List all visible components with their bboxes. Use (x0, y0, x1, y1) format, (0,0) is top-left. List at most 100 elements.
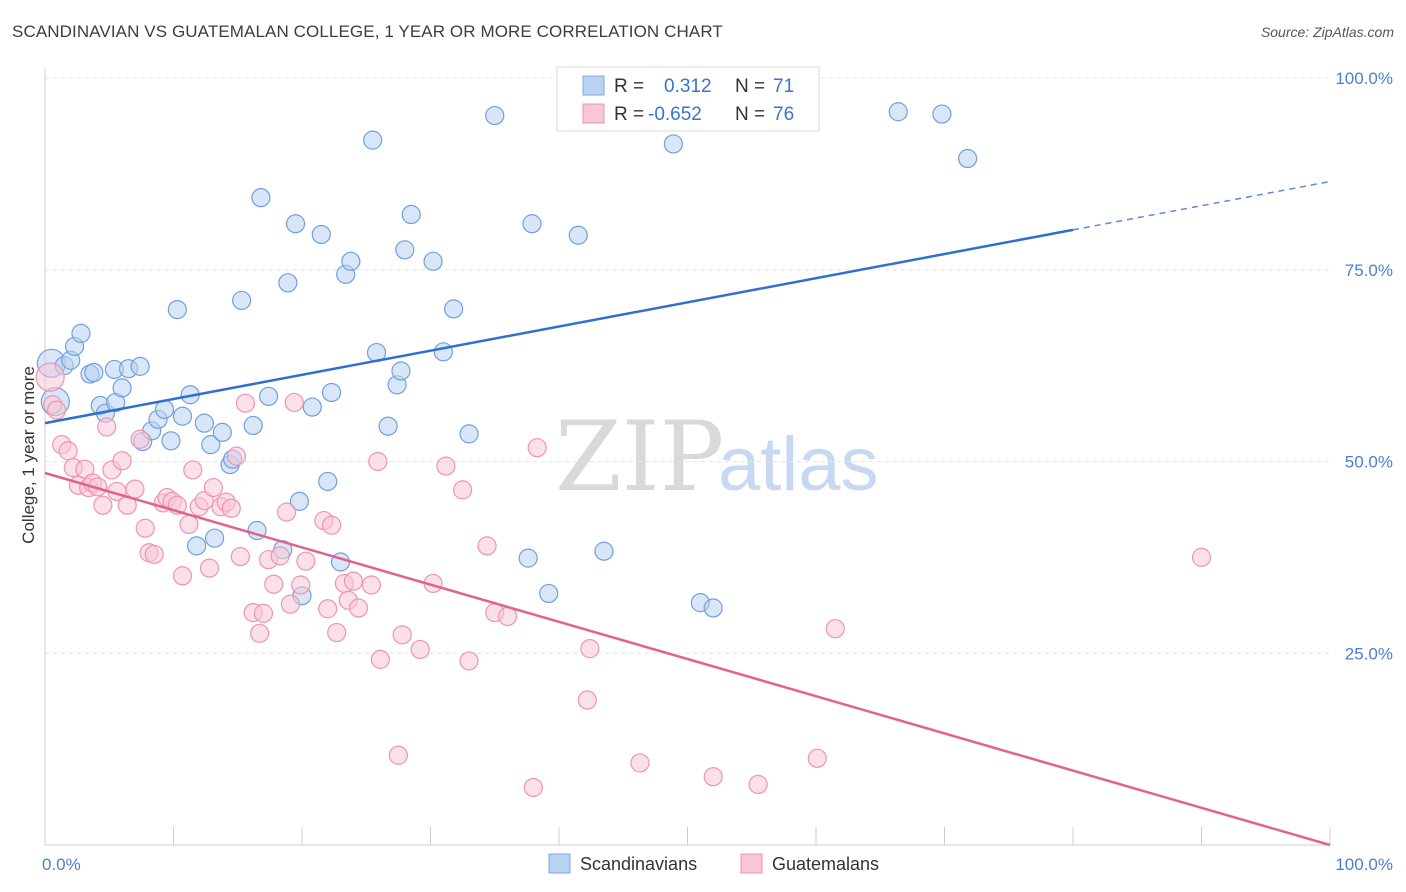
guatemalan-point-52 (321, 515, 342, 535)
guatemalan-point-62 (392, 625, 412, 645)
guatemalan-point-30 (194, 491, 214, 511)
legend-swatch-scandinavians (582, 75, 605, 96)
grid (45, 77, 1330, 654)
scandinavian-point-69 (932, 104, 952, 124)
guatemalan-point-75 (630, 753, 650, 773)
stats-legend: R = 0.312 N = 71 R = -0.652 N = 76 (556, 66, 820, 132)
y-tick-label-1: 75.0% (1345, 261, 1393, 280)
guatemalan-point-21 (144, 544, 164, 564)
guatemalan-point-18 (130, 429, 150, 449)
scandinavian-point-37 (285, 214, 306, 234)
chart-title: SCANDINAVIAN VS GUATEMALAN COLLEGE, 1 YE… (12, 22, 723, 41)
bottom-legend-guatemalans: Guatemalans (772, 854, 879, 874)
scandinavian-point-55 (433, 342, 453, 362)
scandinavian-point-62 (568, 225, 588, 245)
scandinavian-point-63 (594, 541, 614, 561)
legend-n-value-1: 71 (773, 76, 794, 97)
guatemalan-point-43 (264, 574, 284, 594)
bottom-swatch-scandinavians (548, 853, 571, 874)
scandinavian-point-19 (161, 431, 181, 451)
series-legend: Scandinavians Guatemalans (548, 853, 879, 874)
guatemalan-point-32 (203, 477, 223, 498)
scandinavian-point-67 (703, 598, 723, 618)
guatemalan-point-47 (284, 392, 304, 413)
watermark-zip: ZIP (555, 401, 724, 513)
scandinavian-point-26 (205, 528, 225, 548)
scandinavian-point-43 (321, 382, 342, 403)
scandinavian-point-24 (194, 413, 214, 433)
guatemalan-point-74 (580, 639, 600, 659)
guatemalan-point-37 (230, 547, 250, 567)
scandinavian-point-42 (318, 471, 338, 492)
scandinavian-point-33 (251, 188, 271, 208)
y-tick-label-3: 25.0% (1345, 644, 1393, 663)
guatemalan-point-49 (296, 551, 316, 571)
guatemalan-point-73 (577, 690, 597, 710)
guatemalan-point-60 (370, 649, 390, 669)
y-tick-label-0: 100.0% (1335, 69, 1393, 88)
guatemalan-point-17 (125, 479, 145, 499)
guatemalan-point-11 (93, 495, 113, 515)
scandinavian-point-65 (663, 134, 683, 154)
guatemalan-point-35 (221, 498, 241, 518)
legend-r-value-1: 0.312 (664, 76, 712, 97)
guatemalan-point-57 (348, 598, 369, 618)
guatemalan-point-53 (327, 622, 347, 643)
guatemalan-point-26 (172, 566, 193, 586)
scandinavian-point-57 (459, 424, 479, 444)
legend-n-label-1: N = (735, 76, 765, 97)
guatemalan-point-19 (135, 518, 155, 538)
guatemalan-point-28 (183, 460, 203, 480)
guatemalan-point-4 (58, 441, 78, 461)
y-axis-label: College, 1 year or more (19, 366, 38, 544)
x-tick-label-1: 100.0% (1335, 855, 1393, 874)
legend-swatch-guatemalans (582, 103, 605, 124)
scandinavian-point-30 (232, 290, 252, 311)
guatemalan-point-66 (453, 480, 473, 500)
scandinavian-point-40 (302, 397, 322, 417)
scandinavian-point-25 (201, 435, 221, 455)
y-tick-label-2: 50.0% (1345, 453, 1393, 472)
guatemalan-trend-line (44, 471, 1331, 847)
x-tick-label-0: 0.0% (42, 855, 81, 874)
scandinavian-point-27 (212, 422, 232, 442)
guatemalan-point-56 (343, 571, 363, 591)
scandinavian-point-53 (401, 204, 421, 225)
guatemalan-point-46 (280, 594, 301, 614)
scandinavian-point-61 (539, 583, 559, 604)
guatemalan-point-31 (199, 558, 220, 578)
scandinavian-point-36 (278, 273, 298, 293)
scandinavian-point-59 (518, 548, 538, 568)
legend-n-value-2: 76 (773, 104, 794, 125)
guatemalan-point-68 (477, 536, 497, 556)
guatemalan-point-59 (368, 451, 388, 472)
bottom-swatch-guatemalans (740, 853, 763, 874)
source-credit: Source: ZipAtlas.com (1260, 24, 1394, 40)
guatemalan-point-36 (226, 446, 247, 466)
guatemalan-point-63 (410, 639, 430, 660)
legend-r-label-1: R = (614, 76, 644, 97)
guatemalan-point-44 (270, 546, 290, 566)
guatemalan-point-78 (807, 748, 827, 768)
guatemalan-point-40 (249, 623, 270, 643)
scandinavian-point-49 (378, 416, 398, 436)
scandinavian-point-41 (311, 224, 331, 245)
scandinavian-point-56 (444, 299, 464, 319)
guatemalan-point-27 (179, 514, 199, 534)
scandinavian-point-31 (243, 415, 263, 436)
guatemalan-point-12 (97, 417, 117, 437)
scandinavian-point-5 (71, 323, 91, 344)
guatemalan-point-70 (498, 606, 518, 627)
scandinavian-trend-line (44, 228, 1074, 425)
scandinavian-point-38 (289, 491, 310, 511)
guatemalan-point-61 (388, 745, 408, 765)
guatemalan-point-67 (459, 651, 479, 671)
axes: 100.0% 75.0% 50.0% 25.0% 0.0% 100.0% (42, 68, 1393, 874)
guatemalan-point-71 (523, 777, 543, 798)
scandinavian-point-7 (84, 362, 104, 383)
scandinavian-point-46 (341, 251, 361, 271)
scandinavian-point-47 (363, 130, 383, 150)
guatemalan-point-51 (318, 599, 338, 619)
scandinavian-point-20 (167, 300, 187, 320)
guatemalan-point-41 (253, 603, 274, 623)
